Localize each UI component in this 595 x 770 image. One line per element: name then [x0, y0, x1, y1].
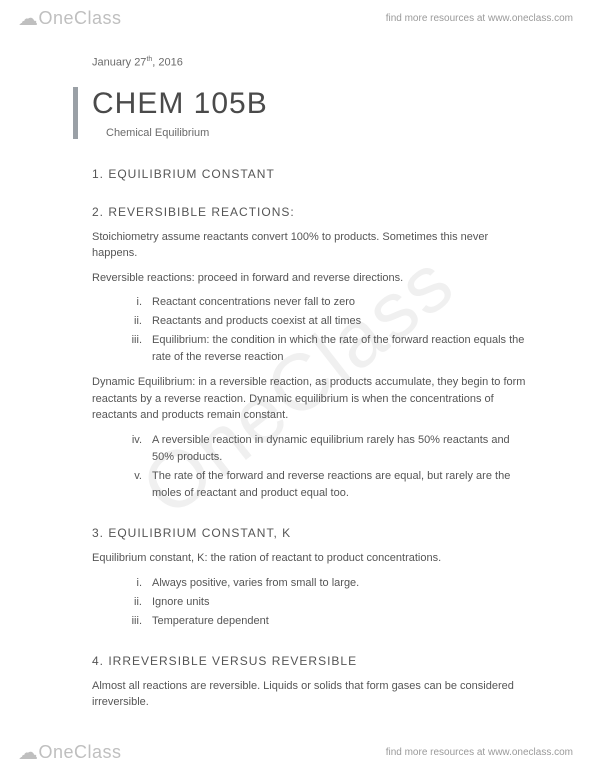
- list-item-text: Reactants and products coexist at all ti…: [152, 315, 361, 327]
- list-item: iii.Equilibrium: the condition in which …: [138, 332, 527, 366]
- course-title: CHEM 105B: [92, 87, 527, 121]
- list-item-text: Ignore units: [152, 596, 209, 608]
- tagline-bottom: find more resources at www.oneclass.com: [386, 747, 573, 758]
- section-3-list: i.Always positive, varies from small to …: [92, 575, 527, 630]
- list-item-text: Always positive, varies from small to la…: [152, 577, 359, 589]
- list-item: v.The rate of the forward and reverse re…: [138, 468, 527, 502]
- section-4-para-1: Almost all reactions are reversible. Liq…: [92, 678, 527, 711]
- page-header: ☁OneClass find more resources at www.one…: [0, 0, 595, 36]
- section-4-heading: 4. IRREVERSIBLE VERSUS REVERSIBLE: [92, 654, 527, 668]
- list-item-text: Reactant concentrations never fall to ze…: [152, 296, 355, 308]
- brand-logo-top: ☁OneClass: [18, 6, 122, 31]
- section-3-heading: 3. EQUILIBRIUM CONSTANT, K: [92, 526, 527, 540]
- brand-text-bottom: OneClass: [39, 742, 122, 763]
- section-1-heading: 1. EQUILIBRIUM CONSTANT: [92, 167, 527, 181]
- section-2-heading: 2. REVERSIBIBLE REACTIONS:: [92, 205, 527, 219]
- brand-text-top: OneClass: [39, 8, 122, 29]
- section-2-para-2: Reversible reactions: proceed in forward…: [92, 270, 527, 287]
- list-item-text: Equilibrium: the condition in which the …: [152, 334, 524, 363]
- date-prefix: January 27: [92, 57, 146, 69]
- list-item: ii.Ignore units: [138, 594, 527, 611]
- page-footer: ☁OneClass find more resources at www.one…: [0, 734, 595, 770]
- section-2-para-3: Dynamic Equilibrium: in a reversible rea…: [92, 374, 527, 424]
- course-subtitle: Chemical Equilibrium: [92, 127, 527, 139]
- section-2-para-1: Stoichiometry assume reactants convert 1…: [92, 229, 527, 262]
- brand-logo-bottom: ☁OneClass: [18, 740, 122, 765]
- document-content: January 27th, 2016 CHEM 105B Chemical Eq…: [0, 0, 595, 743]
- title-block: CHEM 105B Chemical Equilibrium: [73, 87, 527, 139]
- section-2-list-1: i.Reactant concentrations never fall to …: [92, 294, 527, 366]
- list-item-text: Temperature dependent: [152, 615, 269, 627]
- list-item: iii.Temperature dependent: [138, 613, 527, 630]
- list-item: i.Reactant concentrations never fall to …: [138, 294, 527, 311]
- section-3-para-1: Equilibrium constant, K: the ration of r…: [92, 550, 527, 567]
- list-item: ii.Reactants and products coexist at all…: [138, 313, 527, 330]
- list-item-text: The rate of the forward and reverse reac…: [152, 470, 510, 499]
- section-2-list-2: iv.A reversible reaction in dynamic equi…: [92, 432, 527, 502]
- date-year: , 2016: [152, 57, 183, 69]
- list-item: i.Always positive, varies from small to …: [138, 575, 527, 592]
- list-item: iv.A reversible reaction in dynamic equi…: [138, 432, 527, 466]
- document-date: January 27th, 2016: [92, 56, 527, 69]
- tagline-top: find more resources at www.oneclass.com: [386, 13, 573, 24]
- list-item-text: A reversible reaction in dynamic equilib…: [152, 434, 510, 463]
